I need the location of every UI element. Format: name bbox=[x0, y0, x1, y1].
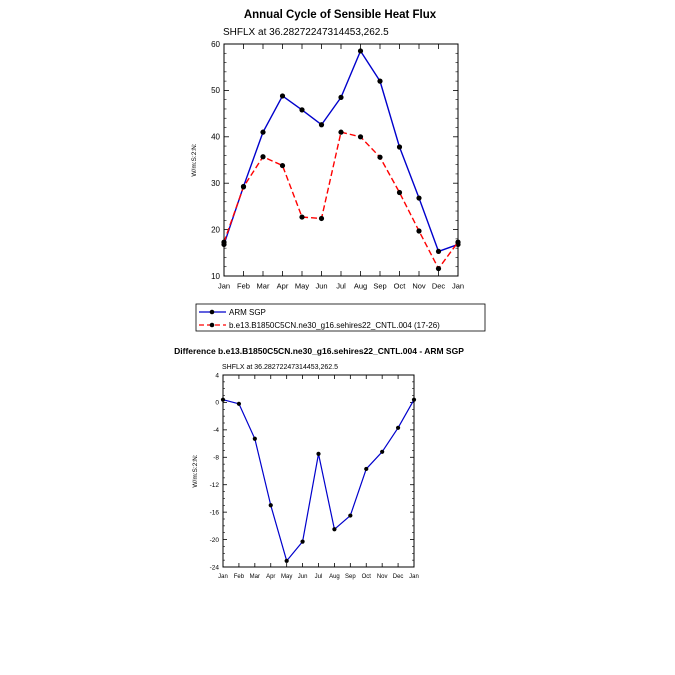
x-tick-label: Aug bbox=[329, 574, 340, 580]
x-tick-label: Jul bbox=[315, 574, 323, 580]
data-point bbox=[338, 129, 344, 135]
data-point bbox=[455, 239, 461, 245]
x-tick-label: Nov bbox=[377, 574, 388, 580]
y-tick-label: 60 bbox=[211, 40, 220, 49]
y-tick-label: 0 bbox=[215, 400, 219, 407]
data-point bbox=[318, 122, 325, 128]
data-point bbox=[435, 248, 442, 255]
y-tick-label: -4 bbox=[213, 427, 219, 434]
series-line-0 bbox=[222, 399, 415, 562]
y-tick-label: 4 bbox=[215, 372, 219, 379]
data-point bbox=[268, 503, 273, 508]
chart-legend: ARM SGP b.e13.B1850C5CN.ne30_g16.sehires2… bbox=[195, 303, 486, 332]
data-point bbox=[260, 154, 266, 160]
data-point bbox=[377, 78, 383, 84]
x-tick-label: Aug bbox=[354, 282, 367, 291]
x-tick-label: Apr bbox=[266, 574, 275, 580]
data-point bbox=[357, 134, 364, 140]
data-point bbox=[396, 189, 403, 196]
data-point bbox=[377, 154, 383, 160]
chart-subtitle: SHFLX at 36.28272247314453,262.5 bbox=[223, 27, 389, 38]
x-tick-label: Jan bbox=[409, 574, 419, 580]
legend-marker bbox=[209, 309, 215, 315]
data-point bbox=[221, 239, 227, 245]
chart-title: Annual Cycle of Sensible Heat Flux bbox=[244, 9, 437, 21]
data-point bbox=[332, 527, 337, 532]
x-tick-label: Jun bbox=[315, 282, 327, 291]
y-tick-label: 20 bbox=[211, 225, 220, 234]
data-point bbox=[284, 558, 289, 563]
data-point bbox=[279, 162, 286, 169]
data-point bbox=[260, 129, 266, 135]
chart-subtitle: SHFLX at 36.28272247314453,262.5 bbox=[222, 364, 338, 371]
data-point bbox=[240, 184, 247, 190]
y-tick-label: -20 bbox=[210, 537, 220, 544]
data-point bbox=[416, 228, 422, 234]
x-tick-label: Jan bbox=[218, 574, 228, 580]
data-point bbox=[338, 94, 344, 100]
series-line-1 bbox=[223, 131, 459, 270]
y-tick-label: -24 bbox=[210, 564, 220, 571]
data-point bbox=[252, 436, 257, 441]
y-tick-label: -8 bbox=[213, 455, 219, 462]
data-point bbox=[300, 539, 305, 544]
data-point bbox=[357, 48, 364, 54]
data-point bbox=[236, 401, 242, 406]
data-point bbox=[299, 214, 305, 220]
x-tick-label: Mar bbox=[250, 574, 260, 580]
chart-title: Difference b.e13.B1850C5CN.ne30_g16.sehi… bbox=[174, 346, 464, 356]
legend-box bbox=[195, 303, 486, 332]
x-tick-label: May bbox=[281, 574, 292, 580]
plot-frame bbox=[222, 374, 415, 568]
y-tick-label: -12 bbox=[210, 482, 220, 489]
x-tick-label: Dec bbox=[393, 574, 404, 580]
data-point bbox=[316, 451, 321, 456]
x-tick-label: Oct bbox=[362, 574, 372, 580]
data-point bbox=[220, 397, 226, 402]
x-tick-label: Dec bbox=[432, 282, 446, 291]
y-axis-label: W/m:S:2:N: bbox=[192, 454, 199, 487]
legend-label-1: b.e13.B1850C5CN.ne30_g16.sehires22_CNTL.… bbox=[229, 321, 440, 330]
data-point bbox=[380, 449, 385, 454]
x-tick-label: Jan bbox=[452, 282, 464, 291]
data-point bbox=[395, 425, 401, 430]
y-tick-label: 30 bbox=[211, 179, 220, 188]
x-tick-label: Nov bbox=[412, 282, 426, 291]
data-point bbox=[279, 93, 286, 99]
y-tick-label: 40 bbox=[211, 133, 220, 142]
data-point bbox=[348, 513, 353, 518]
heat-flux-annual-cycle-chart: Annual Cycle of Sensible Heat Flux SHFLX … bbox=[191, 9, 464, 291]
x-tick-label: Sep bbox=[345, 574, 356, 580]
x-tick-label: Oct bbox=[394, 282, 407, 291]
data-point bbox=[318, 215, 325, 222]
x-tick-label: Mar bbox=[257, 282, 270, 291]
data-point bbox=[299, 107, 305, 113]
heat-flux-difference-chart: Difference b.e13.B1850C5CN.ne30_g16.sehi… bbox=[174, 346, 464, 580]
legend-marker bbox=[209, 322, 215, 328]
y-axis-label: W/m:S:2:N: bbox=[191, 143, 198, 176]
x-tick-label: Feb bbox=[234, 574, 245, 580]
x-tick-label: May bbox=[295, 282, 309, 291]
legend-label-0: ARM SGP bbox=[229, 308, 266, 317]
data-point bbox=[396, 144, 403, 150]
data-point bbox=[411, 397, 417, 402]
x-tick-label: Jul bbox=[336, 282, 346, 291]
x-tick-label: Jan bbox=[218, 282, 230, 291]
x-tick-label: Feb bbox=[237, 282, 250, 291]
y-tick-label: -16 bbox=[210, 509, 220, 516]
series-line-0 bbox=[223, 50, 459, 253]
x-tick-label: Apr bbox=[277, 282, 289, 291]
y-tick-label: 10 bbox=[211, 272, 220, 281]
x-tick-label: Sep bbox=[373, 282, 386, 291]
data-point bbox=[364, 466, 369, 472]
plot-frame bbox=[223, 43, 459, 277]
data-point bbox=[435, 265, 442, 272]
x-tick-label: Jun bbox=[298, 574, 308, 580]
data-point bbox=[416, 195, 422, 201]
y-tick-label: 50 bbox=[211, 86, 220, 95]
